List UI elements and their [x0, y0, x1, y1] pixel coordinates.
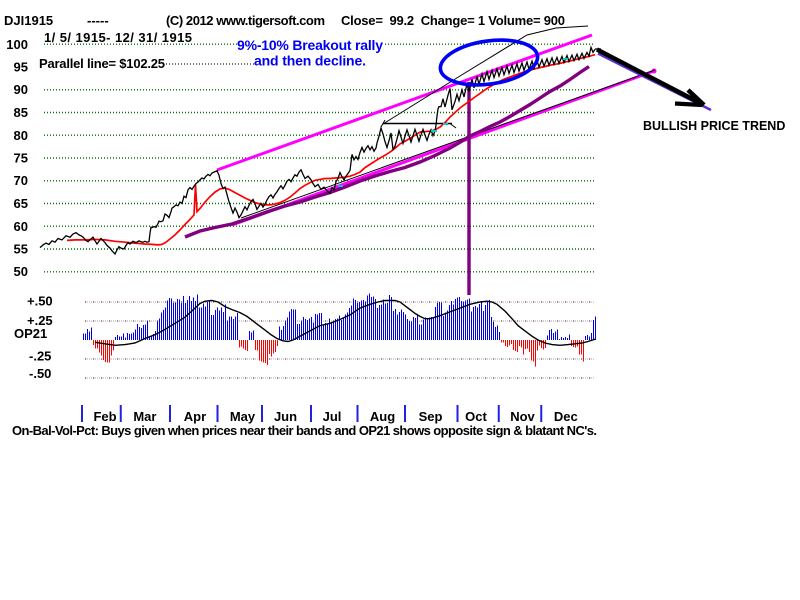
svg-text:OP21: OP21	[14, 326, 47, 341]
svg-text:Apr: Apr	[184, 409, 206, 424]
svg-text:-----: -----	[87, 13, 109, 28]
svg-text:Parallel line= $102.25: Parallel line= $102.25	[39, 56, 165, 71]
svg-text:Oct: Oct	[465, 409, 487, 424]
svg-text:Jul: Jul	[323, 409, 342, 424]
svg-text:-.25: -.25	[29, 349, 51, 364]
svg-text:-.50: -.50	[29, 366, 51, 381]
svg-text:DJI1915: DJI1915	[4, 13, 53, 28]
svg-text:Jun: Jun	[274, 409, 297, 424]
svg-text:+.50: +.50	[27, 294, 53, 309]
svg-text:75: 75	[14, 151, 28, 166]
svg-text:9%-10% Breakout rally: 9%-10% Breakout rally	[237, 37, 383, 53]
svg-text:1/ 5/ 1915- 12/ 31/ 1915: 1/ 5/ 1915- 12/ 31/ 1915	[44, 30, 192, 45]
svg-text:Sep: Sep	[419, 409, 443, 424]
svg-text:65: 65	[14, 196, 28, 211]
svg-text:Close= 99.2 Change= 1 Volume: Close= 99.2 Change= 1 Volume= 900	[341, 13, 565, 28]
svg-text:Dec: Dec	[554, 409, 578, 424]
svg-text:70: 70	[14, 173, 28, 188]
svg-text:Aug: Aug	[370, 409, 395, 424]
svg-text:BULLISH PRICE TREND: BULLISH PRICE TREND	[643, 119, 785, 133]
svg-text:90: 90	[14, 82, 28, 97]
svg-text:95: 95	[14, 60, 28, 75]
svg-text:May: May	[230, 409, 256, 424]
svg-text:On-Bal-Vol-Pct: Buys given whe: On-Bal-Vol-Pct: Buys given when prices n…	[12, 423, 597, 438]
svg-text:(C) 2012 www.tigersoft.com: (C) 2012 www.tigersoft.com	[166, 13, 325, 28]
svg-text:55: 55	[14, 242, 28, 257]
svg-text:Mar: Mar	[133, 409, 156, 424]
svg-text:80: 80	[14, 128, 28, 143]
svg-text:Feb: Feb	[93, 409, 116, 424]
svg-text:and then decline.: and then decline.	[254, 53, 366, 69]
svg-text:Nov: Nov	[510, 409, 535, 424]
svg-text:100: 100	[6, 37, 28, 52]
svg-text:50: 50	[14, 264, 28, 279]
svg-text:85: 85	[14, 105, 28, 120]
svg-text:+.25: +.25	[27, 313, 53, 328]
svg-text:60: 60	[14, 219, 28, 234]
